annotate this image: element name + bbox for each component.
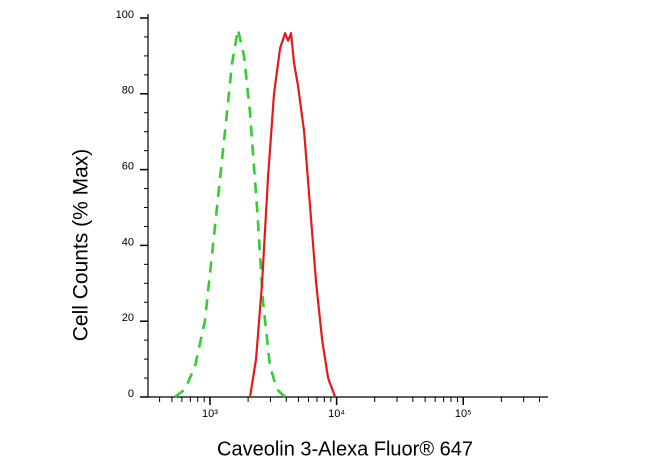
series-line bbox=[174, 28, 286, 399]
x-tick-label: 10⁵ bbox=[455, 408, 472, 420]
y-axis-label: Cell Counts (% Max) bbox=[70, 149, 93, 342]
y-tick-label: 80 bbox=[122, 85, 134, 97]
y-tick-label: 60 bbox=[122, 161, 134, 173]
y-tick-label: 40 bbox=[122, 236, 134, 248]
x-tick-label: 10⁴ bbox=[328, 408, 345, 420]
y-tick-label: 20 bbox=[122, 312, 134, 324]
x-tick-label: 10³ bbox=[202, 408, 218, 420]
x-axis-label: Caveolin 3-Alexa Fluor® 647 bbox=[217, 438, 473, 460]
y-tick-label: 100 bbox=[116, 9, 134, 21]
series-line bbox=[248, 32, 337, 398]
y-tick-label: 0 bbox=[128, 388, 134, 400]
